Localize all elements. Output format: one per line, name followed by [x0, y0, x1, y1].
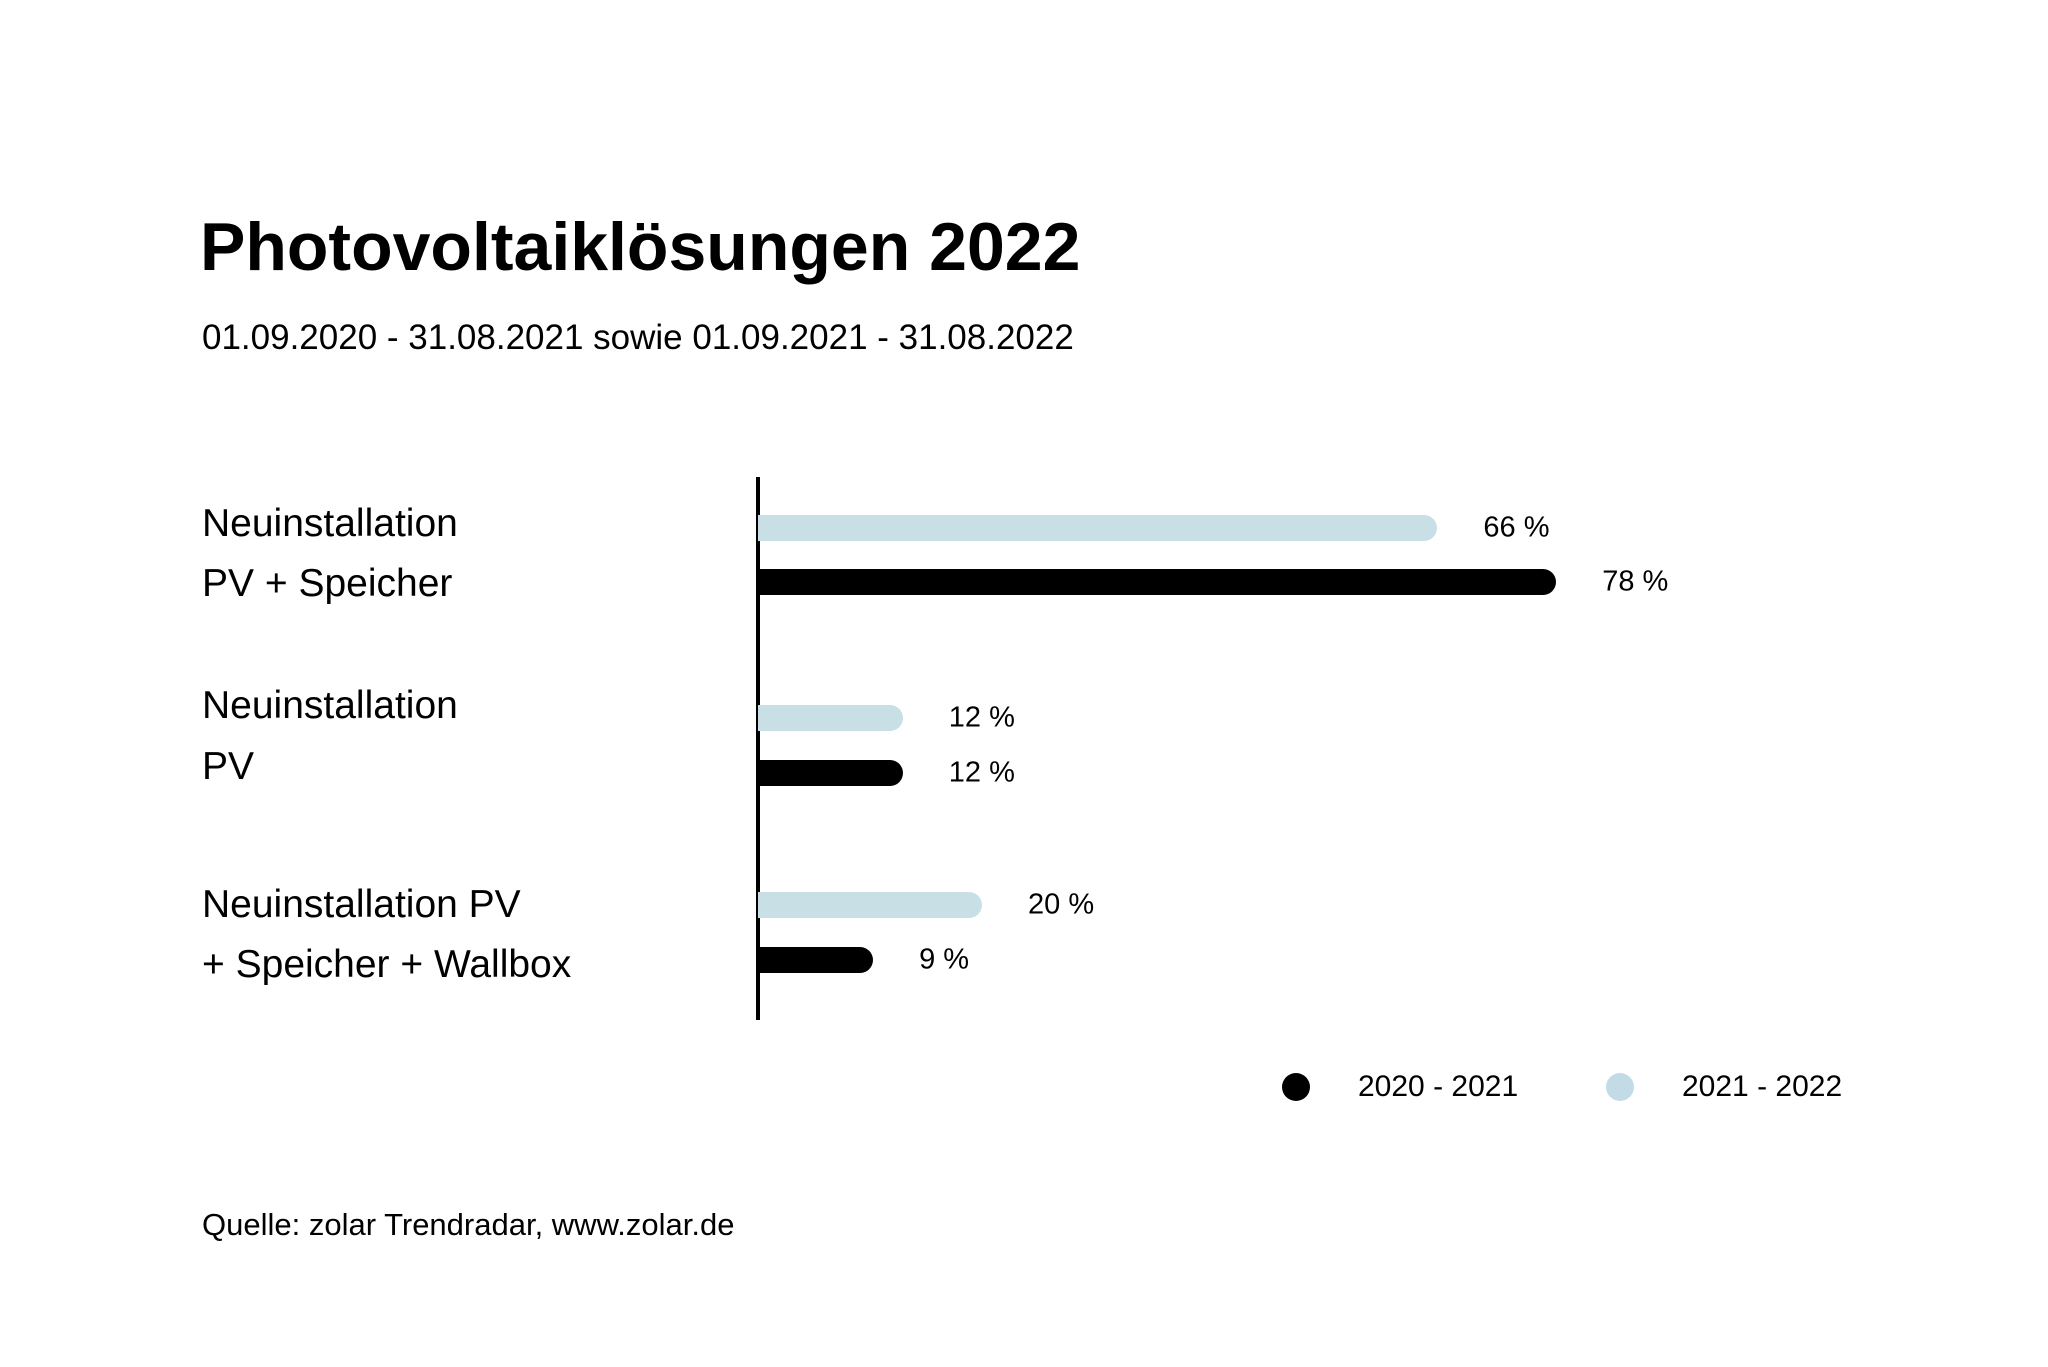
data-label: 20 %	[1028, 888, 1095, 921]
legend-label-2021-2022: 2021 - 2022	[1682, 1070, 1843, 1103]
bar-2020-2021	[758, 760, 903, 786]
category-label: PV + Speicher	[202, 562, 453, 605]
bar-2020-2021	[758, 569, 1557, 595]
category-label: Neuinstallation PV	[202, 883, 521, 926]
bar-2020-2021	[758, 947, 874, 973]
bar-2021-2022	[758, 515, 1438, 541]
bar-2021-2022	[758, 892, 982, 918]
chart-subtitle: 01.09.2020 - 31.08.2021 sowie 01.09.2021…	[202, 318, 1074, 357]
data-label: 9 %	[919, 943, 970, 976]
category-label: + Speicher + Wallbox	[202, 943, 572, 986]
legend-dot-2020-2021	[1282, 1073, 1310, 1101]
data-label: 78 %	[1602, 565, 1669, 598]
source-note: Quelle: zolar Trendradar, www.zolar.de	[202, 1207, 735, 1242]
category-label: Neuinstallation	[202, 502, 458, 545]
legend-label-2020-2021: 2020 - 2021	[1358, 1070, 1519, 1103]
data-label: 12 %	[948, 756, 1015, 789]
chart-title: Photovoltaiklösungen 2022	[200, 209, 1081, 285]
category-label: Neuinstallation	[202, 684, 458, 727]
category-label: PV	[202, 745, 255, 788]
data-label: 12 %	[948, 701, 1015, 734]
data-label: 66 %	[1483, 511, 1550, 544]
legend-dot-2021-2022	[1606, 1073, 1634, 1101]
bar-2021-2022	[758, 705, 903, 731]
y-axis-line	[756, 477, 760, 1020]
